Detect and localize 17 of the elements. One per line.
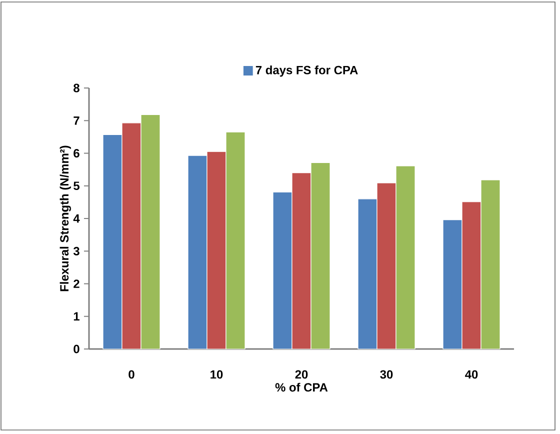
x-tick-label: 10 [210,370,223,379]
y-tick-label: 5 [74,182,80,190]
x-tick-label: 20 [295,370,308,379]
y-axis-title: Flexural Strength (N/mm²) [60,146,71,292]
legend-label: 7 days FS for CPA [256,66,358,77]
y-tick-label: 3 [73,246,80,256]
x-tick-label: 40 [465,370,478,379]
y-tick-label: 6 [74,149,80,158]
y-tick-label: 1 [74,312,80,320]
y-tick-label: 8 [74,84,80,92]
y-tick-label: 2 [74,280,80,288]
y-tick-label: 0 [74,344,80,354]
y-tick-label: 4 [73,214,80,223]
x-axis-title: % of CPA [275,382,328,392]
x-tick-label: 0 [128,370,134,379]
x-tick-label: 30 [380,370,393,379]
y-tick-label: 7 [74,116,80,125]
